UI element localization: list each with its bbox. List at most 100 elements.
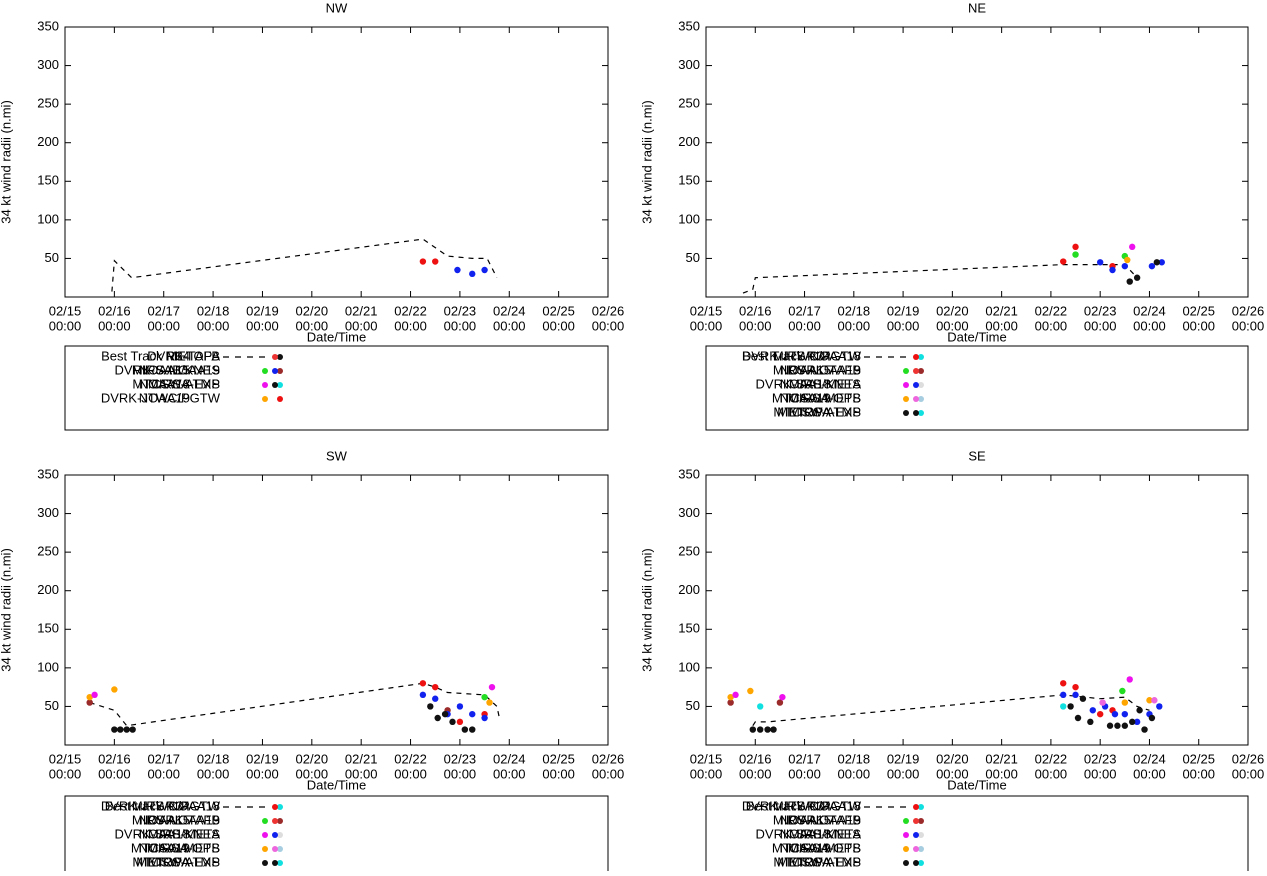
x-tick-label: 00:00: [1182, 318, 1215, 333]
legend-marker-mirs-atms: [918, 410, 924, 416]
point-dvrk-sab-knes: [1109, 266, 1116, 274]
point-noaa18: [779, 693, 786, 701]
legend-label: MIRS-META: [148, 826, 220, 841]
best-track-line: [742, 264, 1138, 294]
x-tick-label: 02/22: [394, 751, 427, 766]
x-tick-label: 00:00: [394, 318, 427, 333]
point-dvrk-jtwc-pgtw: [1060, 680, 1067, 687]
y-tick-label: 350: [37, 466, 59, 481]
x-tick-label: 02/21: [985, 751, 1018, 766]
x-tick-label: 00:00: [296, 766, 329, 781]
legend-marker-dvrk-jtwc-pgtw: [277, 396, 283, 402]
legend-label: NOAA18: [780, 376, 831, 391]
legend-marker-metopa: [262, 860, 268, 866]
legend-marker-noaa15: [903, 818, 909, 824]
point-noaa19: [727, 693, 734, 701]
x-tick-label: 02/18: [197, 751, 230, 766]
legend-label: DVRK-JTWC/PGTW: [742, 348, 862, 363]
legend-box: [705, 795, 1249, 876]
point-mtcswa-exp: [1133, 274, 1141, 281]
point-noaa18: [1129, 243, 1136, 251]
legend-marker-dvrk-sab-knes: [272, 368, 278, 374]
x-tick-label: 02/17: [147, 303, 180, 318]
y-tick-label: 150: [678, 621, 700, 636]
panel-ne: NE3503002502001501005002/1500:0002/1600:…: [639, 0, 1264, 431]
point-metopa: [129, 726, 136, 733]
x-tick-label: 02/22: [1035, 303, 1068, 318]
x-tick-label: 00:00: [887, 766, 920, 781]
x-tick-label: 00:00: [1133, 318, 1166, 333]
x-tick-label: 02/21: [345, 303, 378, 318]
point-dvrk-sab-knes: [1121, 262, 1129, 270]
x-tick-label: 02/23: [444, 751, 477, 766]
chart-title: NE: [968, 0, 986, 15]
legend-box: [64, 345, 609, 431]
legend-marker-mirs-meta: [918, 382, 924, 388]
legend-marker-mirs-noaa19: [918, 818, 924, 824]
legend-marker-mirs-noaa19: [918, 368, 924, 374]
point-mtcswa-exp: [1141, 726, 1148, 733]
point-mtcswa-exp: [1114, 722, 1121, 729]
legend-marker-mtcswa-ops: [913, 396, 919, 402]
point-dvrk-jtwc-pgtw: [432, 683, 439, 691]
y-tick-label: 150: [678, 173, 700, 188]
point-noaa19: [86, 693, 93, 701]
point-noaa19: [1146, 697, 1153, 704]
point-mtcswa-exp: [1121, 722, 1129, 729]
legend-marker-mirs-atms: [918, 860, 924, 866]
y-tick-label: 250: [37, 96, 59, 111]
point-noaa19: [486, 699, 493, 706]
x-tick-label: 02/19: [887, 303, 920, 318]
y-tick-label: 250: [678, 96, 700, 111]
legend-marker-mirs-noaa18: [918, 354, 924, 360]
x-tick-label: 02/21: [345, 751, 378, 766]
point-mirs-noaa18: [757, 703, 764, 710]
point-mtcswa-exp: [1153, 259, 1161, 266]
legend-label: NOAA15: [780, 362, 831, 377]
legend-marker-noaa19: [262, 846, 268, 852]
point-dvrk-jtwc-pgtw: [1072, 683, 1079, 691]
point-dvrk-sab-knes: [419, 691, 427, 699]
legend-marker-mirs-noaa18: [918, 804, 924, 810]
x-tick-label: 00:00: [936, 318, 969, 333]
x-tick-label: 00:00: [1035, 318, 1068, 333]
legend-marker-mirs-noaa19: [277, 818, 283, 824]
x-tick-label: 00:00: [936, 766, 969, 781]
point-mtcswa-ops: [1099, 699, 1106, 706]
point-noaa15: [1072, 251, 1079, 258]
plot-frame: [705, 474, 1249, 746]
legend-label: Best track R34: [746, 798, 831, 813]
point-dvrk-sab-knes: [1121, 710, 1129, 718]
x-tick-label: 02/23: [1084, 303, 1117, 318]
point-dvrk-jtwc-pgtw: [456, 718, 464, 726]
x-tick-label: 00:00: [1084, 318, 1117, 333]
y-tick-label: 250: [37, 544, 59, 559]
x-tick-label: 02/17: [788, 303, 821, 318]
x-tick-label: 02/15: [49, 303, 82, 318]
x-tick-label: 00:00: [592, 318, 625, 333]
legend-label: MIRS-META: [789, 826, 861, 841]
x-axis-label: Date/Time: [947, 329, 1006, 344]
x-tick-label: 02/16: [739, 751, 772, 766]
x-axis-label: Date/Time: [307, 777, 366, 792]
y-tick-label: 300: [678, 505, 700, 520]
legend-label: DVRK-SAB/KNES: [115, 826, 221, 841]
x-tick-label: 02/23: [444, 303, 477, 318]
y-axis-label: 34 kt wind radii (n.mi): [0, 100, 13, 224]
best-track-line: [89, 682, 500, 727]
point-mtcswa-exp: [434, 714, 441, 722]
legend-marker-mirs-metb: [277, 846, 283, 852]
y-tick-label: 200: [678, 134, 700, 149]
x-tick-label: 00:00: [197, 318, 230, 333]
x-tick-label: 02/22: [394, 303, 427, 318]
legend-label: MIRS-NOAA18: [773, 348, 861, 363]
point-noaa19: [111, 686, 118, 693]
legend-marker-metopa: [903, 860, 909, 866]
legend-marker-mirs-atms: [277, 860, 283, 866]
point-mtcswa-exp: [1087, 718, 1094, 726]
point-dvrk-sab-knes: [432, 695, 439, 702]
y-tick-label: 50: [45, 250, 59, 265]
legend-marker-noaa15: [903, 368, 909, 374]
legend-marker-mirs-noaa18: [277, 804, 283, 810]
point-mtcswa-exp: [1074, 714, 1082, 722]
